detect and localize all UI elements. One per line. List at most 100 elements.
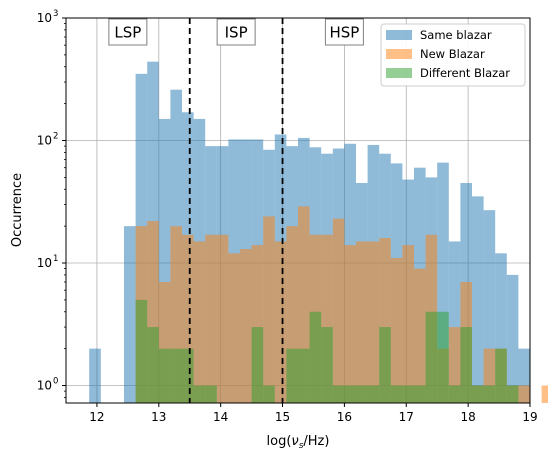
histogram-bar <box>147 221 159 403</box>
histogram-bar <box>332 218 345 403</box>
region-label-text: ISP <box>225 24 248 42</box>
histogram-bar <box>344 245 356 403</box>
histogram-bar <box>170 348 182 403</box>
histogram-bar <box>286 226 298 403</box>
x-tick-label: 13 <box>151 410 166 424</box>
x-axis-ticks: 12 13 14 15 16 17 18 19 <box>89 403 538 424</box>
vertical-divider-lines <box>188 18 284 403</box>
histogram-bar <box>483 210 496 403</box>
histogram-bar <box>541 385 548 403</box>
histogram-bar <box>402 245 414 403</box>
histogram-bar <box>448 327 461 403</box>
legend-item: Same blazar <box>386 28 492 42</box>
legend-swatch <box>386 68 412 78</box>
histogram-bar <box>309 311 322 403</box>
histogram-bar <box>379 327 391 403</box>
y-tick-label: 10 <box>37 256 52 270</box>
histogram-bar <box>414 385 426 403</box>
legend-label: Same blazar <box>420 28 492 42</box>
histogram-bar <box>483 348 496 403</box>
region-label-box <box>108 18 148 46</box>
histogram-bar <box>356 241 368 403</box>
histogram-bar <box>321 234 333 403</box>
region-label-text: HSP <box>329 24 359 42</box>
histogram-bar <box>193 385 206 403</box>
legend-label: Different Blazar <box>420 66 510 80</box>
histogram-bar <box>124 226 136 403</box>
legend-swatch <box>386 49 412 59</box>
histogram-bar <box>472 196 484 403</box>
legend-swatch <box>386 30 412 40</box>
histogram-bar <box>251 327 264 403</box>
histogram-bar <box>460 327 472 403</box>
histogram-bar <box>495 348 507 403</box>
histogram-bar <box>158 348 171 403</box>
y-axis-label: Occurrence <box>10 173 25 247</box>
x-tick-label: 17 <box>399 410 414 424</box>
histogram-bar <box>506 385 519 403</box>
region-label-box <box>324 18 364 46</box>
histogram-bar <box>321 327 333 403</box>
y-tick-label: 10 <box>37 134 52 148</box>
histogram-bar <box>158 118 171 404</box>
histogram-bar <box>182 348 194 403</box>
histogram-bar <box>216 234 229 403</box>
histogram-bar <box>193 241 206 403</box>
histogram-bar <box>89 348 101 403</box>
x-tick-label: 19 <box>522 410 537 424</box>
histogram-bar <box>448 385 461 403</box>
region-label-text: LSP <box>114 24 141 42</box>
histogram-bar <box>344 385 356 403</box>
histogram-bar <box>448 241 461 403</box>
x-axis-label: log(νs/Hz) <box>267 434 330 451</box>
bars-layer <box>89 61 548 404</box>
x-tick-label: 15 <box>275 410 290 424</box>
histogram-bar <box>506 274 519 403</box>
x-tick-label: 12 <box>89 410 104 424</box>
histogram-bar <box>437 162 449 403</box>
legend-box <box>380 23 526 87</box>
region-label-box <box>216 18 256 46</box>
legend-item: Different Blazar <box>386 66 510 80</box>
plot-frame <box>65 17 531 404</box>
histogram-bar <box>205 234 217 403</box>
histogram-bar <box>170 226 182 403</box>
histogram-bar <box>332 385 345 403</box>
histogram-bar <box>263 216 275 403</box>
histogram-bar <box>356 385 368 403</box>
histogram-bar <box>240 249 252 403</box>
histogram-bar <box>379 238 391 403</box>
y-tick-exponent: 0 <box>53 377 58 387</box>
histogram-bar <box>274 241 287 403</box>
histogram-bar <box>425 311 438 403</box>
y-tick-exponent: 1 <box>53 254 58 264</box>
histogram-bar <box>390 385 403 403</box>
histogram-bar <box>286 348 298 403</box>
y-tick-label: 10 <box>37 379 52 393</box>
region-label-lsp: LSP <box>108 18 148 46</box>
x-tick-label: 16 <box>337 410 352 424</box>
histogram-bar <box>472 385 484 403</box>
histogram-bar <box>147 327 159 403</box>
legend: Same blazar New Blazar Different Blazar <box>380 23 526 87</box>
histogram-bar <box>228 253 240 403</box>
x-tick-label: 18 <box>460 410 475 424</box>
histogram-bar <box>298 348 310 403</box>
histogram-bar <box>251 245 264 403</box>
histogram-bar <box>518 385 530 403</box>
region-label-hsp: HSP <box>324 18 364 46</box>
x-tick-label: 14 <box>213 410 228 424</box>
y-tick-exponent: 2 <box>53 132 58 142</box>
region-labels: LSP ISP HSP <box>108 18 364 46</box>
histogram-bar <box>182 234 194 403</box>
region-label-isp: ISP <box>216 18 256 46</box>
histogram-bar <box>367 385 380 403</box>
histogram-bar <box>158 281 171 403</box>
histogram-bar <box>437 311 449 403</box>
histogram-bar <box>367 241 380 403</box>
legend-label: New Blazar <box>420 47 485 61</box>
y-tick-label: 10 <box>37 11 52 25</box>
histogram-bar <box>518 348 530 403</box>
